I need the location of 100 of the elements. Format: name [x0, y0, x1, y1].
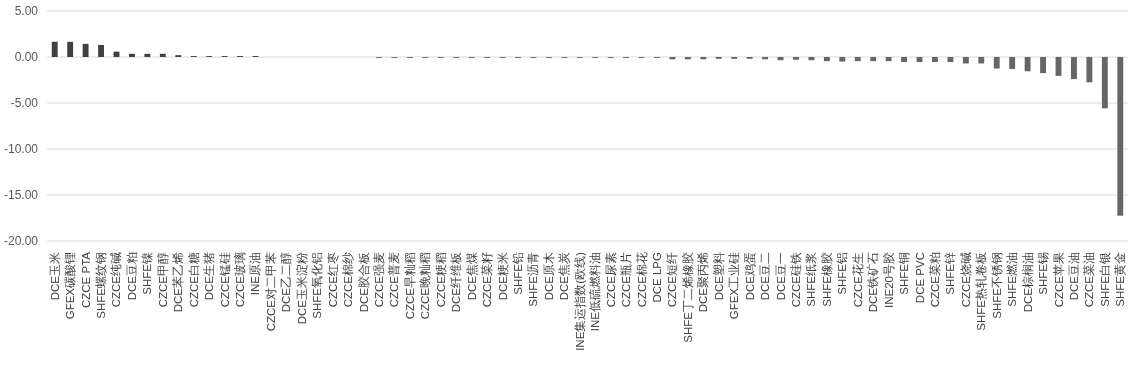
x-tick-label: CZCE棉花	[635, 252, 648, 308]
bar	[159, 53, 166, 57]
x-tick-label: DCE玉米淀粉	[294, 252, 308, 325]
x-tick-label: DCE豆油	[1067, 252, 1080, 301]
x-tick-label: DCE铁矿石	[866, 252, 880, 313]
x-tick-label: DCE玉米	[48, 252, 61, 301]
x-tick-label: DCE苯乙烯	[172, 252, 185, 313]
x-tick-label: SHFE氧化铝	[311, 252, 324, 319]
x-tick-label: CZCE白糖	[186, 252, 200, 308]
bar	[885, 57, 892, 62]
bar	[870, 57, 877, 62]
bar	[947, 57, 954, 63]
x-tick-label: INE20号胶	[881, 252, 895, 308]
bar	[1086, 57, 1093, 83]
x-tick-label: DCE纤维板	[449, 252, 463, 313]
bar	[839, 57, 846, 62]
x-tick-label: CZCE红枣	[326, 252, 339, 308]
x-tick-label: DCE焦煤	[465, 252, 478, 301]
x-tick-label: CZCE菜籽	[481, 252, 494, 308]
x-tick-label: CZCE瓶片	[620, 252, 633, 308]
x-tick-label: DCE豆一	[774, 252, 787, 301]
x-tick-label: GFEX碳酸锂	[64, 252, 77, 320]
x-tick-label: SHFE橡胶	[819, 252, 833, 307]
x-tick-label: SHFE铜	[898, 252, 911, 295]
x-tick-label: SHFE纸浆	[805, 252, 818, 307]
x-tick-label: INE原油	[249, 252, 262, 296]
x-tick-label: CZCE烧碱	[959, 252, 972, 308]
x-tick-label: CZCE尿素	[604, 252, 617, 308]
x-tick-label: SHFE沥青	[527, 252, 540, 307]
bar	[144, 53, 151, 57]
bar	[1117, 57, 1124, 216]
bar	[901, 57, 908, 63]
y-tick-label: -10.00	[3, 142, 39, 156]
x-tick-label: CZCE晚籼稻	[419, 252, 432, 320]
x-tick-label: CZCE普麦	[387, 252, 401, 308]
y-tick-label: 5.00	[14, 4, 39, 18]
bar	[808, 57, 815, 61]
bar	[762, 57, 769, 60]
x-tick-label: DCE乙二醇	[279, 252, 293, 313]
x-tick-label: CZCE PTA	[79, 251, 92, 309]
x-tick-label: CZCE粳稻	[434, 252, 447, 308]
x-tick-label: SHFE热轧卷板	[975, 252, 988, 331]
bar	[51, 41, 58, 57]
bar	[932, 57, 938, 63]
x-tick-label: SHFE锌	[944, 252, 957, 295]
x-tick-label: CZCE硅铁	[789, 252, 802, 308]
x-tick-label: SHFE不锈钢	[990, 252, 1003, 319]
x-tick-label: DCE LPG	[650, 251, 663, 303]
bar	[993, 57, 1000, 69]
x-tick-label: CZCE对二甲苯	[264, 252, 277, 332]
bar	[700, 57, 707, 60]
bar	[1101, 57, 1108, 109]
x-tick-label: GFEX工业硅	[728, 252, 741, 320]
x-tick-label: SHFE铅	[512, 252, 525, 295]
y-tick-label: -5.00	[10, 96, 39, 110]
x-tick-label: DCE PVC	[913, 252, 926, 304]
bar	[67, 41, 74, 57]
x-tick-label: DCE生猪	[203, 252, 216, 301]
x-tick-label: CZCE玻璃	[233, 252, 247, 308]
x-tick-label: SHFE螺纹钢	[95, 252, 108, 319]
x-tick-label: INE集运指数(欧线)	[573, 251, 586, 351]
x-tick-label: CZCE强麦	[373, 252, 386, 308]
x-tick-label: CZCE棉纱	[342, 252, 355, 308]
x-tick-label: DCE聚丙烯	[697, 252, 710, 313]
x-tick-label: CZCE短纤	[666, 252, 679, 308]
bar	[978, 57, 985, 64]
bar	[1071, 57, 1077, 80]
bar	[793, 57, 799, 60]
bar	[1009, 57, 1016, 69]
x-tick-label: CZCE纯碱	[110, 252, 123, 308]
x-tick-label: CZCE花生	[851, 252, 864, 308]
x-tick-label: SHFE黄金	[1114, 252, 1127, 307]
bar	[823, 57, 830, 62]
x-tick-label: SHFE铝	[836, 252, 849, 295]
x-tick-label: CZCE早籼稻	[403, 252, 416, 320]
x-tick-label: DCE胶合板	[356, 252, 370, 313]
bar	[1024, 57, 1031, 72]
x-tick-label: DCE粳米	[496, 252, 509, 301]
x-tick-label: CZCE菜油	[1083, 252, 1096, 308]
x-tick-label: DCE鸡蛋	[743, 252, 756, 301]
x-tick-label: DCE豆二	[759, 252, 772, 301]
x-tick-label: SHFE白银	[1098, 252, 1111, 307]
x-tick-label: SHFE锡	[1037, 252, 1050, 295]
y-tick-label: -20.00	[3, 234, 39, 248]
bar	[98, 44, 104, 57]
bar	[1040, 57, 1046, 74]
y-tick-label: -15.00	[3, 188, 39, 202]
x-tick-label: DCE原木	[542, 252, 555, 301]
x-tick-label: CZCE锰硅	[218, 252, 231, 308]
x-tick-label: SHFE丁二烯橡胶	[680, 252, 694, 343]
bar	[962, 57, 969, 64]
x-tick-label: DCE棕榈油	[1020, 252, 1034, 313]
bar	[854, 57, 861, 62]
x-tick-label: CZCE苹果	[1052, 252, 1065, 308]
x-tick-label: INE低硫燃料油	[588, 252, 602, 332]
x-tick-label: SHFE燃油	[1006, 252, 1019, 307]
bar	[82, 43, 89, 57]
y-tick-label: 0.00	[14, 50, 39, 64]
x-tick-label: DCE塑料	[711, 252, 725, 301]
x-tick-label: DCE豆粕	[125, 252, 138, 301]
